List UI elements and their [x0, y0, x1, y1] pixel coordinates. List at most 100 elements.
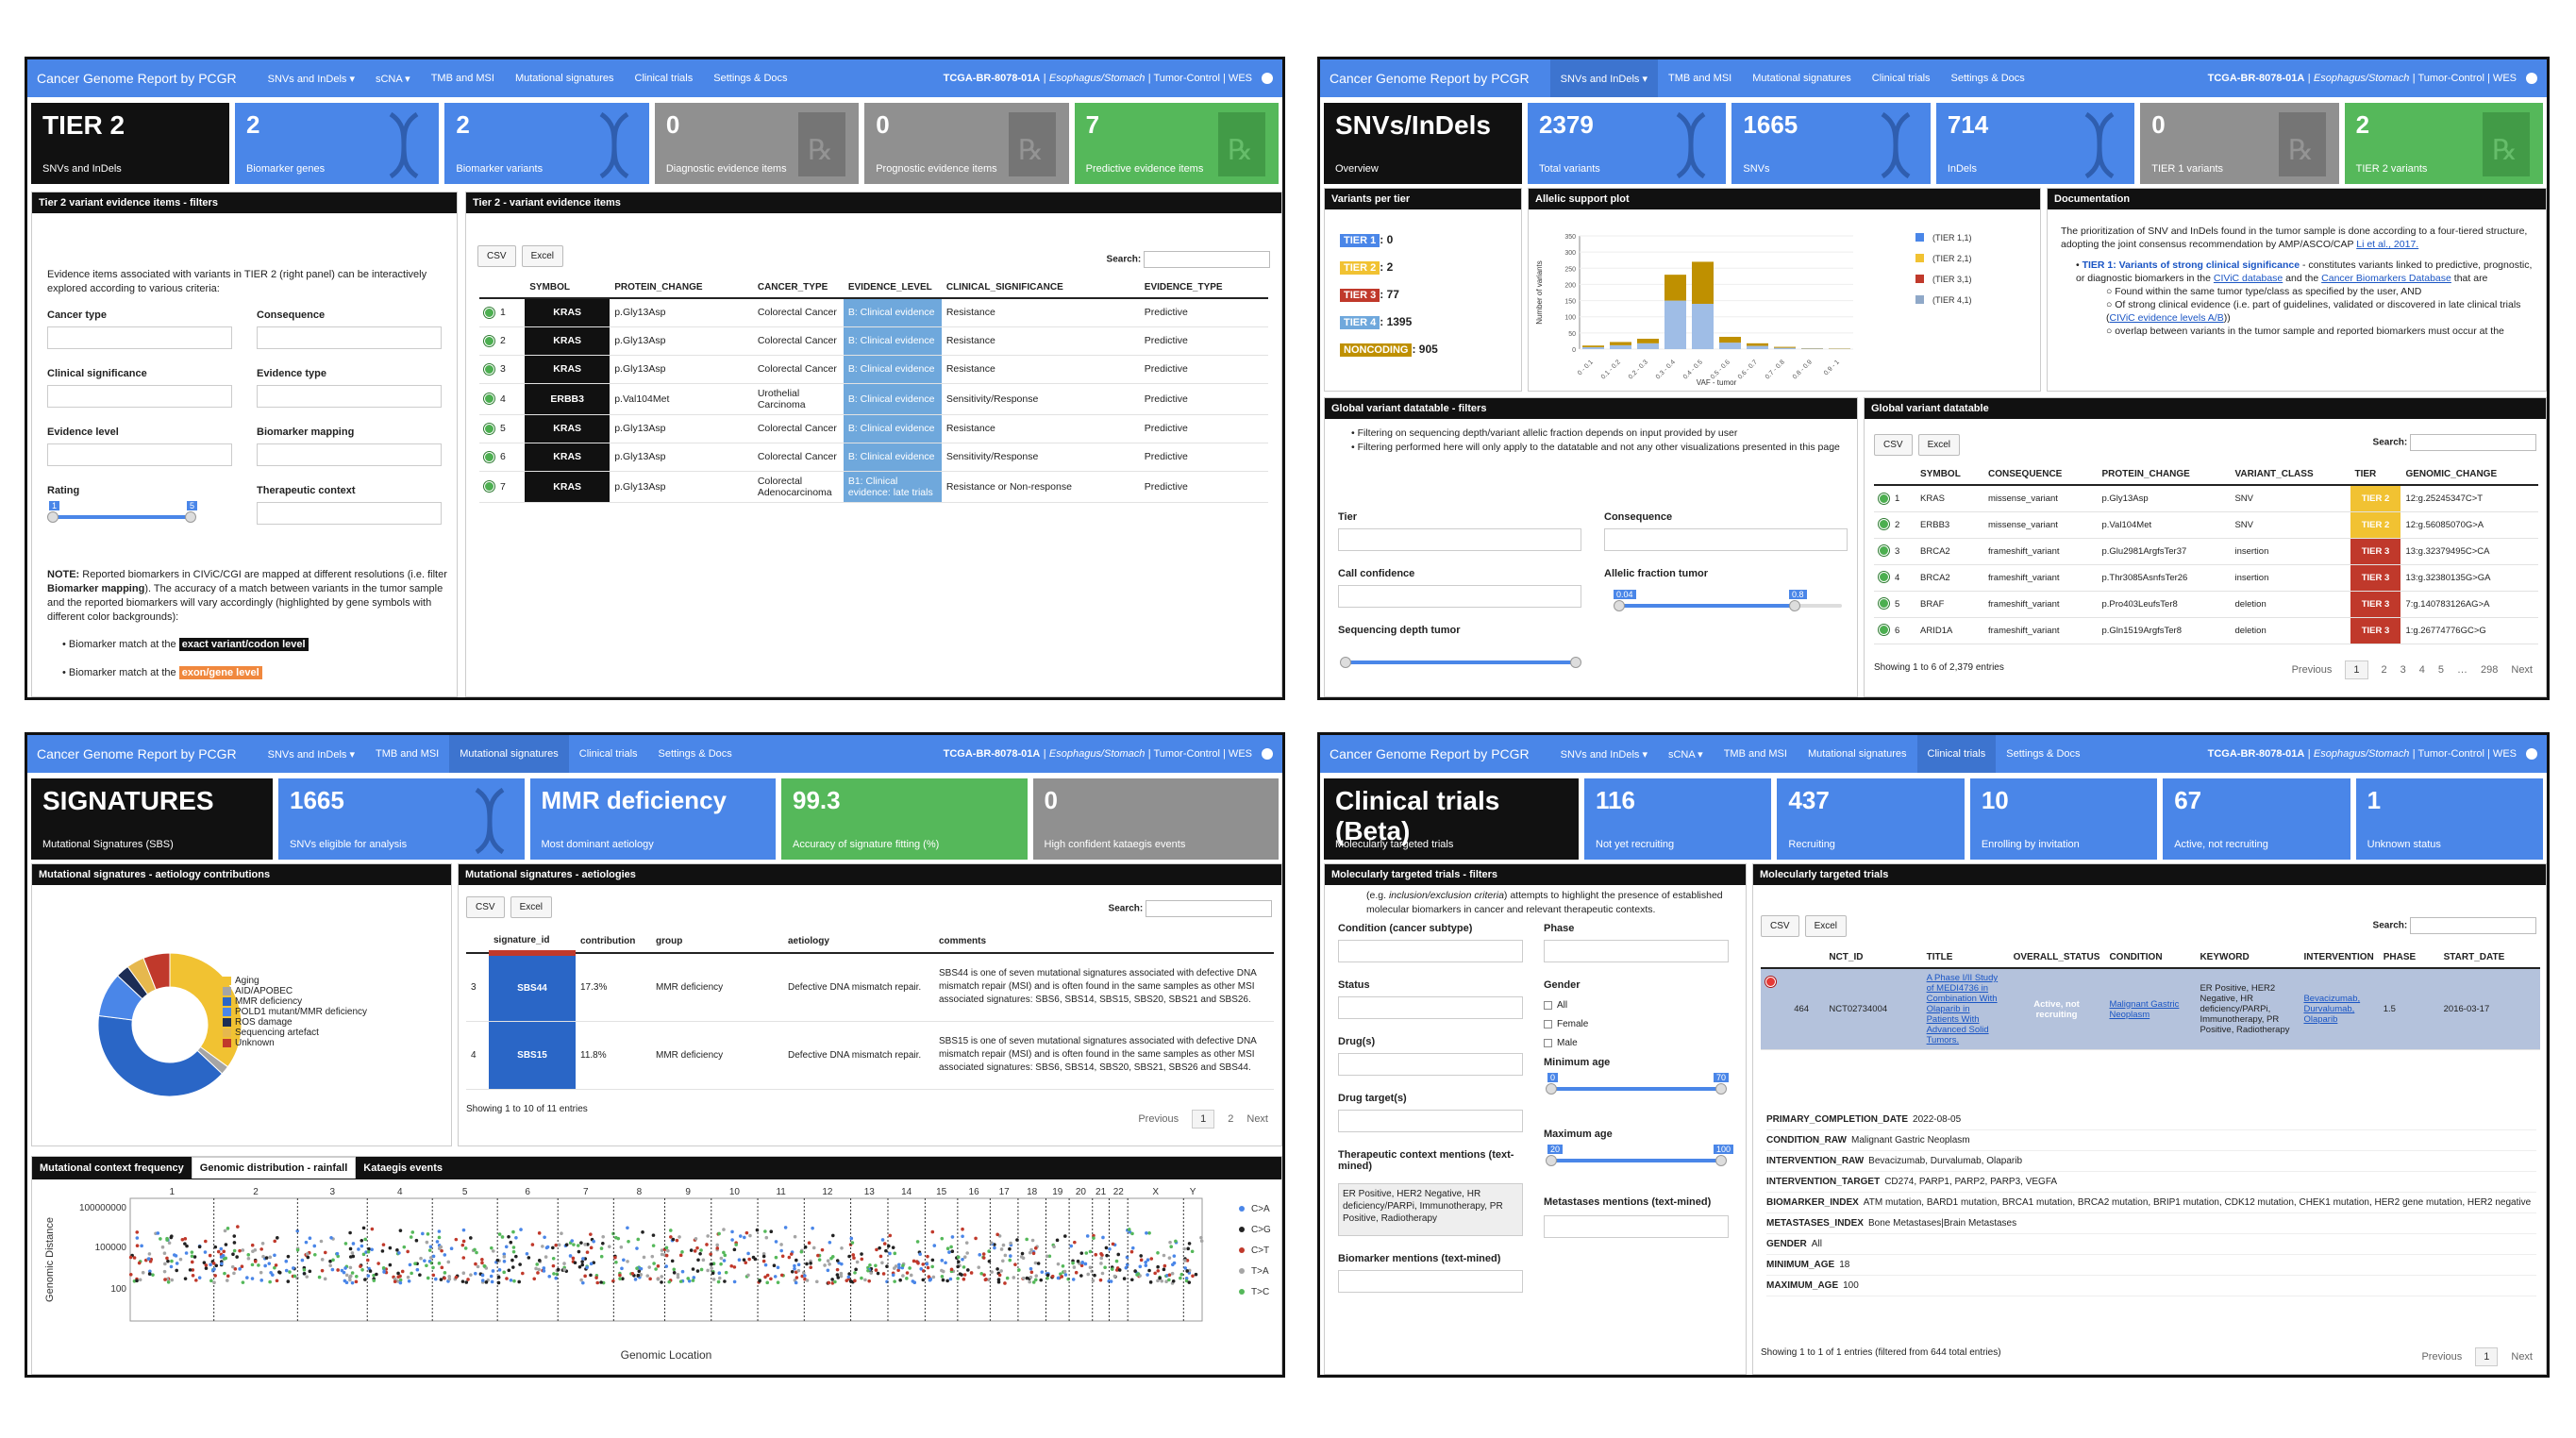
- donut-slice[interactable]: [97, 1014, 224, 1097]
- checkbox[interactable]: [1544, 1019, 1552, 1028]
- slider-handle[interactable]: [1546, 1083, 1557, 1095]
- nav-settings[interactable]: Settings & Docs: [713, 73, 788, 84]
- age-slider[interactable]: 0 70: [1546, 1073, 1730, 1095]
- pager-item[interactable]: Next: [2511, 1351, 2533, 1363]
- expand-row-icon[interactable]: [484, 451, 494, 462]
- pager-item[interactable]: 5: [2437, 664, 2445, 676]
- excel-button[interactable]: Excel: [510, 896, 553, 918]
- sequencing-depth-slider[interactable]: [1340, 657, 1581, 668]
- filter-select[interactable]: [1338, 1053, 1523, 1076]
- pager-item[interactable]: Next: [2511, 664, 2533, 676]
- csv-button[interactable]: CSV: [1874, 434, 1913, 456]
- expand-row-icon[interactable]: [1879, 519, 1889, 530]
- gender-option[interactable]: All: [1544, 998, 1567, 1012]
- slider-handle[interactable]: [185, 511, 196, 523]
- civic-link[interactable]: CIViC database: [2213, 273, 2283, 284]
- pager-item[interactable]: Previous: [2291, 664, 2333, 676]
- condition-link[interactable]: Malignant Gastric Neoplasm: [2109, 998, 2180, 1020]
- nav-tmb[interactable]: TMB and MSI: [430, 73, 494, 84]
- checkbox[interactable]: [1544, 1000, 1552, 1010]
- expand-row-icon[interactable]: [484, 335, 494, 346]
- nav-trials[interactable]: Clinical trials: [578, 748, 638, 760]
- nav-snvs[interactable]: SNVs and InDels ▾: [267, 748, 355, 761]
- brand-title[interactable]: Cancer Genome Report by PCGR: [1330, 746, 1530, 761]
- expand-row-icon[interactable]: [1879, 545, 1889, 557]
- pager-item[interactable]: 1: [1192, 1110, 1215, 1129]
- table-row[interactable]: 3 BRCA2 frameshift_variant p.Glu2981ArgfsTe…: [1874, 538, 2538, 565]
- search-input[interactable]: [1144, 251, 1270, 268]
- nav-signatures[interactable]: Mutational signatures: [1752, 73, 1851, 84]
- tab-context-frequency[interactable]: Mutational context frequency: [32, 1158, 192, 1179]
- nav-tmb[interactable]: TMB and MSI: [1667, 73, 1732, 84]
- csv-button[interactable]: CSV: [477, 245, 516, 267]
- expand-row-icon[interactable]: [484, 481, 494, 493]
- filter-select[interactable]: [1338, 1110, 1523, 1132]
- filter-select[interactable]: [1338, 996, 1523, 1019]
- csv-button[interactable]: CSV: [466, 896, 505, 918]
- nav-signatures[interactable]: Mutational signatures: [1807, 748, 1907, 760]
- brand-title[interactable]: Cancer Genome Report by PCGR: [37, 746, 237, 761]
- slider-handle[interactable]: [1546, 1155, 1557, 1166]
- therapeutic-context-select[interactable]: ER Positive, HER2 Negative, HR deficienc…: [1338, 1183, 1523, 1236]
- biomarker-mapping-select[interactable]: [257, 443, 442, 466]
- nav-settings[interactable]: Settings & Docs: [658, 748, 732, 760]
- table-row[interactable]: 5 BRAF frameshift_variant p.Pro403LeufsTer8…: [1874, 591, 2538, 618]
- expand-row-icon[interactable]: [484, 363, 494, 375]
- nav-trials[interactable]: Clinical trials: [634, 73, 694, 84]
- rating-slider[interactable]: 1 5: [47, 501, 198, 523]
- pager-item[interactable]: 2: [1228, 1113, 1234, 1125]
- pager-item[interactable]: 2: [2381, 664, 2387, 676]
- phase-select[interactable]: [1544, 940, 1729, 962]
- table-row[interactable]: 2 KRAS p.Gly13Asp Colorectal Cancer B: Clini…: [479, 326, 1268, 356]
- table-row[interactable]: 1 KRAS p.Gly13Asp Colorectal Cancer B: Clini…: [479, 298, 1268, 327]
- nav-trials[interactable]: Clinical trials: [1871, 73, 1931, 84]
- excel-button[interactable]: Excel: [1804, 915, 1848, 937]
- pager-item[interactable]: 4: [2418, 664, 2425, 676]
- gender-option[interactable]: Female: [1544, 1017, 1588, 1031]
- github-icon[interactable]: [1262, 748, 1273, 760]
- slider-handle[interactable]: [47, 511, 59, 523]
- cbd-link[interactable]: Cancer Biomarkers Database: [2321, 273, 2451, 284]
- table-row[interactable]: 2 ERBB3 missense_variant p.Val104Met SNV TIER…: [1874, 511, 2538, 539]
- expand-row-icon[interactable]: [484, 423, 494, 434]
- li-2017-link[interactable]: Li et al., 2017.: [2356, 239, 2419, 250]
- brand-title[interactable]: Cancer Genome Report by PCGR: [37, 71, 237, 86]
- pager-item[interactable]: 1: [2345, 660, 2368, 679]
- pager-item[interactable]: 1: [2475, 1347, 2499, 1366]
- nav-settings[interactable]: Settings & Docs: [2006, 748, 2081, 760]
- pager-item[interactable]: Previous: [2421, 1351, 2463, 1363]
- tab-rainfall[interactable]: Genomic distribution - rainfall: [191, 1157, 357, 1179]
- allelic-fraction-slider[interactable]: 0.04 0.8: [1614, 590, 1842, 611]
- pager-item[interactable]: Next: [1246, 1113, 1268, 1125]
- brand-title[interactable]: Cancer Genome Report by PCGR: [1330, 71, 1530, 86]
- nav-tmb[interactable]: TMB and MSI: [375, 748, 440, 760]
- nav-scna[interactable]: sCNA ▾: [375, 73, 410, 85]
- pager-item[interactable]: 298: [2481, 664, 2499, 676]
- search-input[interactable]: [1146, 900, 1272, 917]
- nav-settings[interactable]: Settings & Docs: [1950, 73, 2025, 84]
- intervention-link[interactable]: Bevacizumab, Durvalumab, Olaparib: [2303, 994, 2361, 1025]
- tier-select[interactable]: [1338, 528, 1581, 551]
- csv-button[interactable]: CSV: [1761, 915, 1799, 937]
- table-row[interactable]: 7 KRAS p.Gly13Asp Colorectal Adenocarcinoma…: [479, 471, 1268, 503]
- therapeutic-context-select[interactable]: [257, 502, 442, 525]
- excel-button[interactable]: Excel: [521, 245, 564, 267]
- pager-item[interactable]: Previous: [1138, 1113, 1179, 1125]
- expand-row-icon[interactable]: [484, 393, 494, 405]
- slider-handle[interactable]: [1614, 600, 1625, 611]
- nav-tmb[interactable]: TMB and MSI: [1723, 748, 1787, 760]
- nav-signatures[interactable]: Mutational signatures: [449, 735, 569, 773]
- search-input[interactable]: [2410, 434, 2536, 451]
- excel-button[interactable]: Excel: [1917, 434, 1961, 456]
- trial-title-link[interactable]: A Phase I/II Study of MEDI4736 in Combin…: [1926, 973, 1999, 1045]
- slider-handle[interactable]: [1715, 1155, 1727, 1166]
- table-row[interactable]: 4 SBS15 11.8% MMR deficiency Defective DNA m…: [466, 1021, 1274, 1090]
- table-row[interactable]: 3 SBS44 17.3% MMR deficiency Defective DNA m…: [466, 953, 1274, 1022]
- consequence-select[interactable]: [257, 326, 442, 349]
- slider-handle[interactable]: [1340, 657, 1351, 668]
- table-row[interactable]: 6 ARID1A frameshift_variant p.Gln1519ArgfsT…: [1874, 617, 2538, 644]
- age-slider[interactable]: 20 100: [1546, 1145, 1734, 1166]
- expand-row-icon[interactable]: [1879, 572, 1889, 583]
- expand-row-icon[interactable]: [1765, 977, 1776, 987]
- nav-snvs[interactable]: SNVs and InDels ▾: [267, 73, 355, 85]
